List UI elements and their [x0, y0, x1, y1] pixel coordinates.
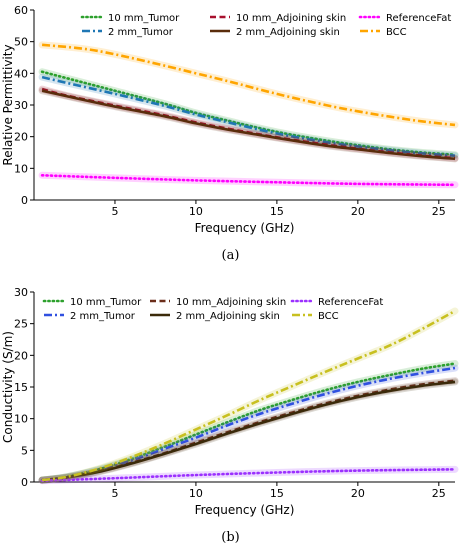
series-line-referencefat [40, 174, 457, 187]
legend-label-2-mm-adjoining-skin: 2 mm_Adjoining skin [236, 27, 340, 38]
y-tick-label: 50 [14, 36, 28, 49]
legend-label-bcc: BCC [318, 311, 339, 322]
y-axis-label: Relative Permittivity [1, 44, 15, 165]
x-tick-label: 20 [351, 487, 365, 500]
y-tick-label: 20 [14, 349, 28, 362]
y-tick-label: 5 [21, 444, 28, 457]
legend-label-10-mm-adjoining-skin: 10 mm_Adjoining skin [176, 297, 286, 308]
legend-label-2-mm-adjoining-skin: 2 mm_Adjoining skin [176, 311, 280, 322]
chart-a: 5 10 15 20 25 0 10 20 30 40 50 60 Frequency (GHz) Rel… [1, 4, 459, 235]
series-line-2-mm-tumor [41, 366, 456, 482]
series-line-2-mm-adjoining-skin [41, 380, 456, 482]
chart-b: 5 10 15 20 25 0 5 10 15 20 25 30 Frequency (GHz) Cond… [1, 286, 459, 517]
legend-label-referencefat: ReferenceFat [386, 13, 451, 24]
x-tick-label: 25 [432, 487, 446, 500]
y-tick-label: 30 [14, 99, 28, 112]
panel-label-a: (a) [221, 248, 240, 263]
legend-label-2-mm-tumor: 2 mm_Tumor [108, 27, 174, 38]
panel-label-b: (b) [221, 530, 240, 545]
y-tick-label: 40 [14, 67, 28, 80]
x-tick-label: 15 [270, 205, 284, 218]
y-tick-label: 20 [14, 131, 28, 144]
series-band-bcc [38, 307, 459, 484]
y-tick-label: 0 [21, 194, 28, 207]
y-tick-label: 10 [14, 413, 28, 426]
x-tick-label: 5 [111, 205, 118, 218]
series-line-bcc [41, 309, 456, 482]
legend-label-10-mm-tumor: 10 mm_Tumor [108, 13, 180, 24]
y-axis-label: Conductivity (S/m) [1, 331, 15, 443]
y-tick-label: 0 [21, 476, 28, 489]
series-line-bcc [41, 43, 456, 127]
x-axis-label: Frequency (GHz) [195, 221, 295, 235]
x-tick-label: 10 [189, 205, 203, 218]
x-tick-label: 5 [111, 487, 118, 500]
legend-label-2-mm-tumor: 2 mm_Tumor [70, 311, 136, 322]
x-tick-label: 25 [432, 205, 446, 218]
series-line-referencefat [40, 468, 457, 483]
x-tick-label: 20 [351, 205, 365, 218]
series-line-2-mm-tumor [41, 75, 456, 157]
legend-label-10-mm-adjoining-skin: 10 mm_Adjoining skin [236, 13, 346, 24]
x-axis-label: Frequency (GHz) [195, 503, 295, 517]
x-tick-label: 15 [270, 487, 284, 500]
legend-label-10-mm-tumor: 10 mm_Tumor [70, 297, 142, 308]
series-line-2-mm-adjoining-skin [41, 89, 456, 161]
legend-label-referencefat: ReferenceFat [318, 297, 383, 308]
y-tick-label: 10 [14, 162, 28, 175]
x-tick-label: 10 [189, 487, 203, 500]
y-tick-label: 25 [14, 318, 28, 331]
y-tick-label: 60 [14, 4, 28, 17]
legend-label-bcc: BCC [386, 27, 407, 38]
y-tick-label: 15 [14, 381, 28, 394]
y-tick-label: 30 [14, 286, 28, 299]
